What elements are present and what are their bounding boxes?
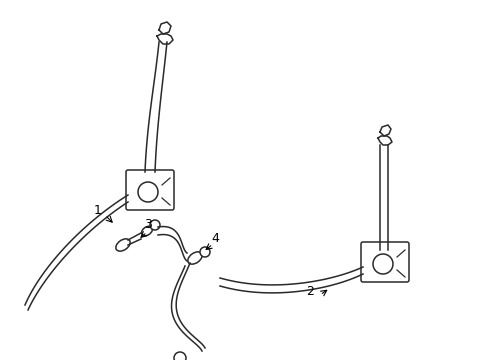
Text: 3: 3 [144,218,152,231]
Text: 1: 1 [94,203,102,216]
Ellipse shape [116,239,130,251]
Ellipse shape [142,226,152,236]
FancyBboxPatch shape [126,170,174,210]
Text: 2: 2 [306,285,314,298]
Circle shape [138,182,158,202]
Text: 4: 4 [211,232,219,245]
Ellipse shape [188,252,202,264]
FancyBboxPatch shape [361,242,409,282]
Circle shape [150,220,160,230]
Circle shape [200,247,210,257]
Circle shape [373,254,393,274]
Circle shape [174,352,186,360]
